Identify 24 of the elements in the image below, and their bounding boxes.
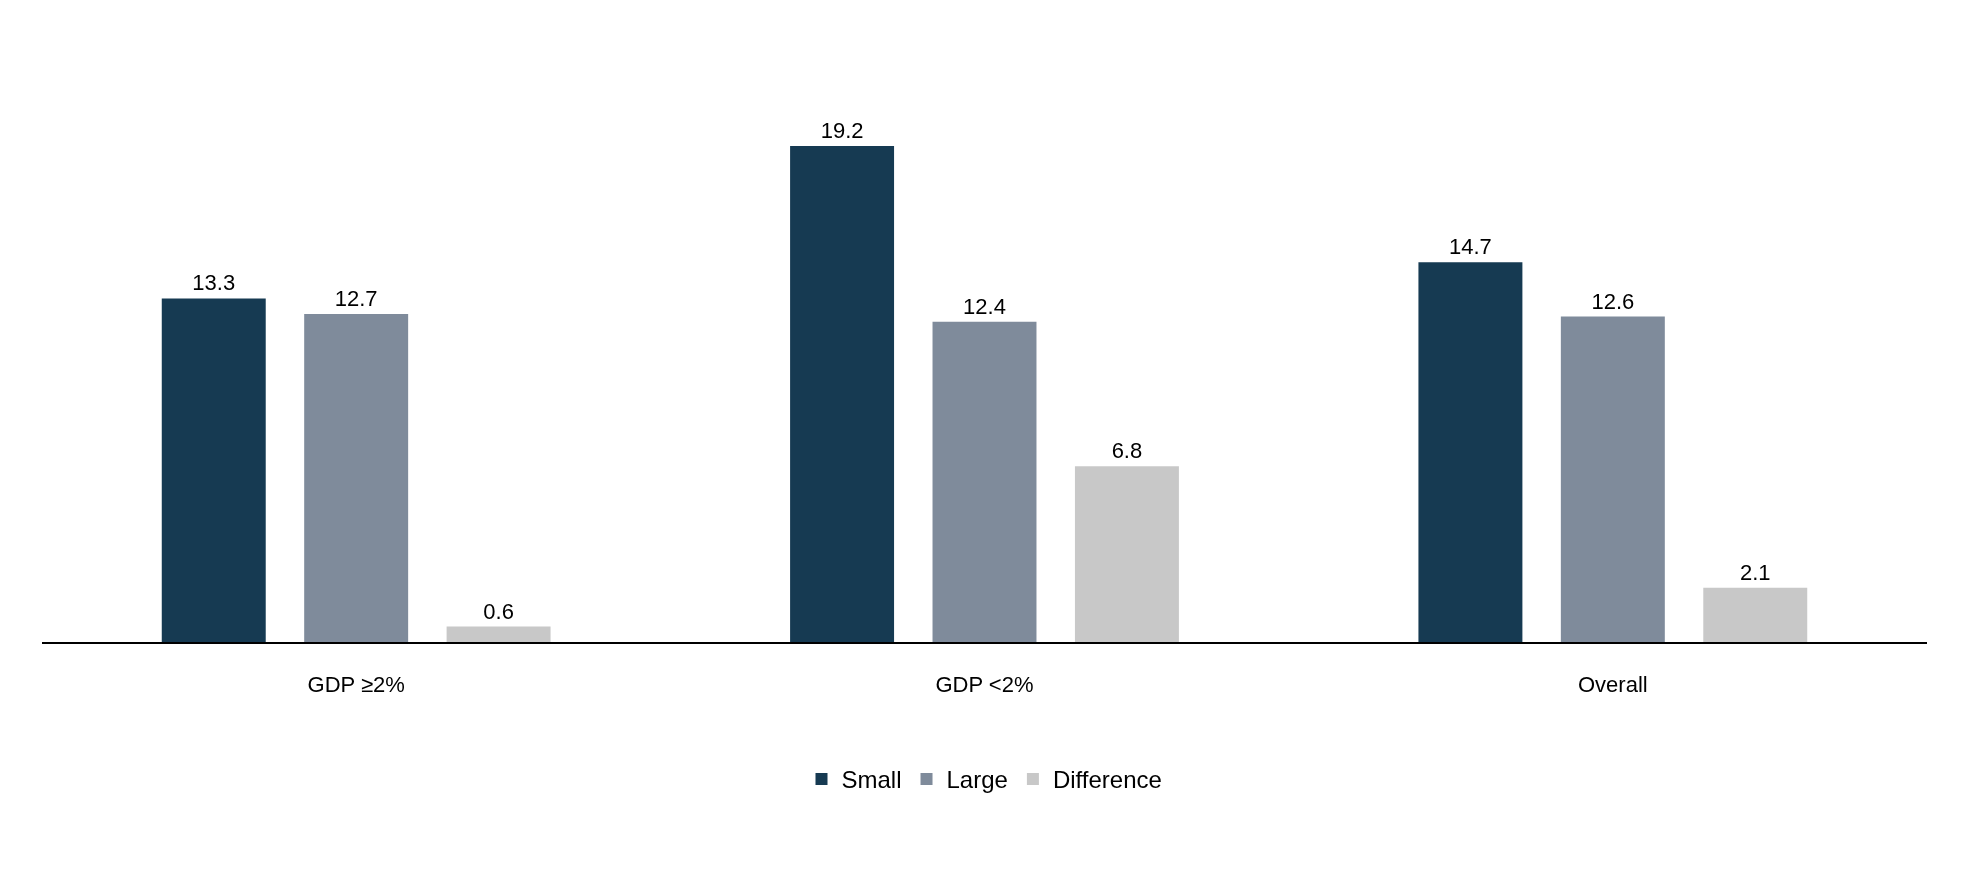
bar xyxy=(932,321,1037,642)
bar xyxy=(790,146,895,642)
data-label: 13.3 xyxy=(192,270,236,296)
data-label: 19.2 xyxy=(820,118,864,144)
legend-label: Small xyxy=(841,766,902,794)
data-label: 12.7 xyxy=(334,285,378,311)
data-label: 12.4 xyxy=(963,293,1006,319)
legend-label: Large xyxy=(946,766,1008,794)
bar xyxy=(1418,262,1523,642)
data-label: 14.7 xyxy=(1449,234,1492,260)
data-label: 0.6 xyxy=(483,598,514,624)
data-label: 12.6 xyxy=(1591,288,1635,314)
bar xyxy=(161,298,266,642)
legend-label: Difference xyxy=(1052,766,1162,794)
bar xyxy=(1560,316,1665,642)
bar xyxy=(1703,587,1808,642)
data-label: 2.1 xyxy=(1739,559,1771,585)
x-tick-label: Overall xyxy=(1577,672,1648,698)
data-label: 6.8 xyxy=(1111,438,1143,464)
bar xyxy=(1074,466,1179,642)
bar xyxy=(304,313,409,642)
x-tick-label: GDP ≥2% xyxy=(307,672,405,698)
bar xyxy=(446,626,551,642)
x-tick-label: GDP <2% xyxy=(935,672,1034,698)
